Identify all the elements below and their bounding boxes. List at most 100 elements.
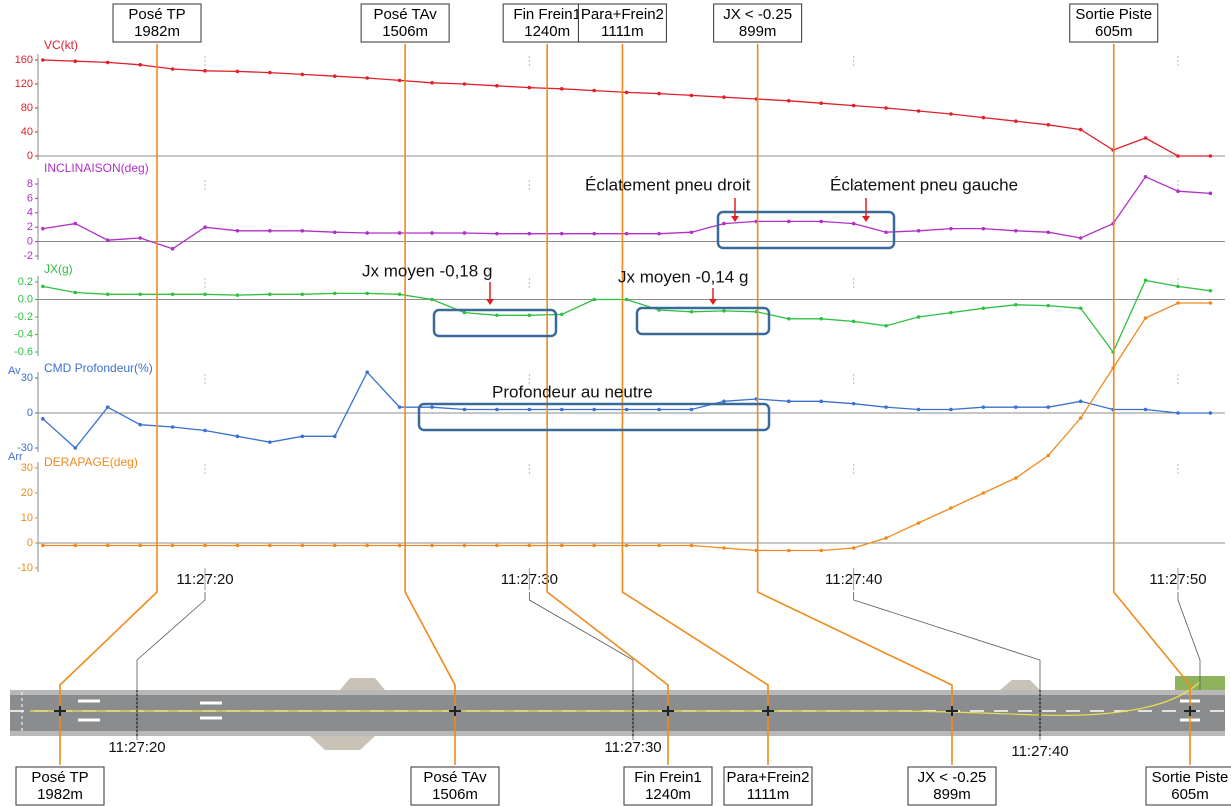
series-point <box>1014 303 1018 307</box>
chart: 11:27:2011:27:3011:27:4011:27:5004080120… <box>0 0 1231 807</box>
series-point <box>982 306 986 310</box>
series-point <box>1176 285 1180 289</box>
series-point <box>949 506 953 510</box>
y-tick-label: -0.4 <box>14 328 33 340</box>
event-distance: 1506m <box>432 786 478 803</box>
series-point <box>430 298 434 302</box>
series-point <box>365 76 369 80</box>
series-point <box>106 405 110 409</box>
panel-title: INCLINAISON(deg) <box>44 161 149 175</box>
series-point <box>884 405 888 409</box>
series-point <box>365 544 369 548</box>
series-point <box>819 220 823 224</box>
series-point <box>1014 476 1018 480</box>
series-point <box>1209 154 1213 158</box>
series-point <box>73 544 77 548</box>
series-point <box>495 544 499 548</box>
series-point <box>106 238 110 242</box>
series-point <box>1144 136 1148 140</box>
y-tick-label: -0.2 <box>14 311 33 323</box>
y-tick-label: 20 <box>21 487 33 499</box>
series-point <box>463 231 467 235</box>
series-point <box>884 230 888 234</box>
series-point <box>138 63 142 67</box>
runway-time-label: 11:27:20 <box>108 739 165 756</box>
series-point <box>268 71 272 75</box>
series-point <box>41 285 45 289</box>
series-point <box>106 61 110 65</box>
series-point <box>41 417 45 421</box>
series-point <box>333 74 337 78</box>
y-tick-label: 0 <box>27 236 33 248</box>
series-point <box>1176 301 1180 305</box>
series-point <box>982 116 986 120</box>
arrow-head <box>486 299 494 305</box>
series-point <box>917 229 921 233</box>
series-point <box>495 232 499 236</box>
y-tick-label: 10 <box>21 512 33 524</box>
series-point <box>884 536 888 540</box>
series-point <box>1014 405 1018 409</box>
series-point <box>1144 316 1148 320</box>
event-distance: 1240m <box>645 786 691 803</box>
series-point <box>625 91 629 95</box>
series-point <box>333 292 337 296</box>
series-point <box>236 229 240 233</box>
arrow-head <box>731 216 739 222</box>
series-point <box>1014 229 1018 233</box>
event-label: Fin Frein1 <box>634 769 702 786</box>
series-point <box>1079 416 1083 420</box>
series-point <box>1046 230 1050 234</box>
annotation: Éclatement pneu gauche <box>830 175 1018 194</box>
series-point <box>138 544 142 548</box>
series-point <box>171 544 175 548</box>
series-point <box>463 82 467 86</box>
series-point <box>398 292 402 296</box>
axis-end-label: Av <box>8 365 21 377</box>
series-point <box>1079 236 1083 240</box>
series-point <box>73 222 77 226</box>
series-point <box>463 311 467 315</box>
series-point <box>138 236 142 240</box>
series-point <box>592 298 596 302</box>
series-point <box>495 84 499 88</box>
y-tick-label: 80 <box>21 102 33 114</box>
series-point <box>333 230 337 234</box>
series-point <box>268 544 272 548</box>
series-point <box>73 59 77 63</box>
event-distance: 1111m <box>601 23 644 40</box>
series-point <box>982 227 986 231</box>
x-tick-label: 11:27:30 <box>501 571 558 588</box>
series-point <box>268 229 272 233</box>
event-label: JX < -0.25 <box>723 6 792 23</box>
series-point <box>787 317 791 321</box>
series-point <box>430 81 434 85</box>
series-point <box>365 292 369 296</box>
series-point <box>430 405 434 409</box>
series-point <box>1209 411 1213 415</box>
series-point <box>917 408 921 412</box>
series-point <box>73 291 77 295</box>
annotation: Jx moyen -0,18 g <box>362 261 492 280</box>
series-point <box>852 104 856 108</box>
event-label: Fin Frein1 <box>513 6 581 23</box>
y-tick-label: 160 <box>15 54 33 66</box>
panel-title: JX(g) <box>44 262 73 276</box>
runway-time-label: 11:27:40 <box>1011 743 1068 760</box>
series-line <box>43 303 1211 551</box>
y-tick-label: 40 <box>21 126 33 138</box>
series-point <box>333 544 337 548</box>
series-point <box>171 292 175 296</box>
series-point <box>819 549 823 553</box>
series-point <box>236 435 240 439</box>
series-point <box>722 309 726 313</box>
y-tick-label: 0 <box>27 150 33 162</box>
series-point <box>301 544 305 548</box>
series-point <box>819 101 823 105</box>
arrow-head <box>709 299 717 305</box>
series-point <box>203 544 207 548</box>
series-point <box>495 408 499 412</box>
series-point <box>884 324 888 328</box>
series-point <box>398 79 402 83</box>
series-point <box>236 293 240 297</box>
